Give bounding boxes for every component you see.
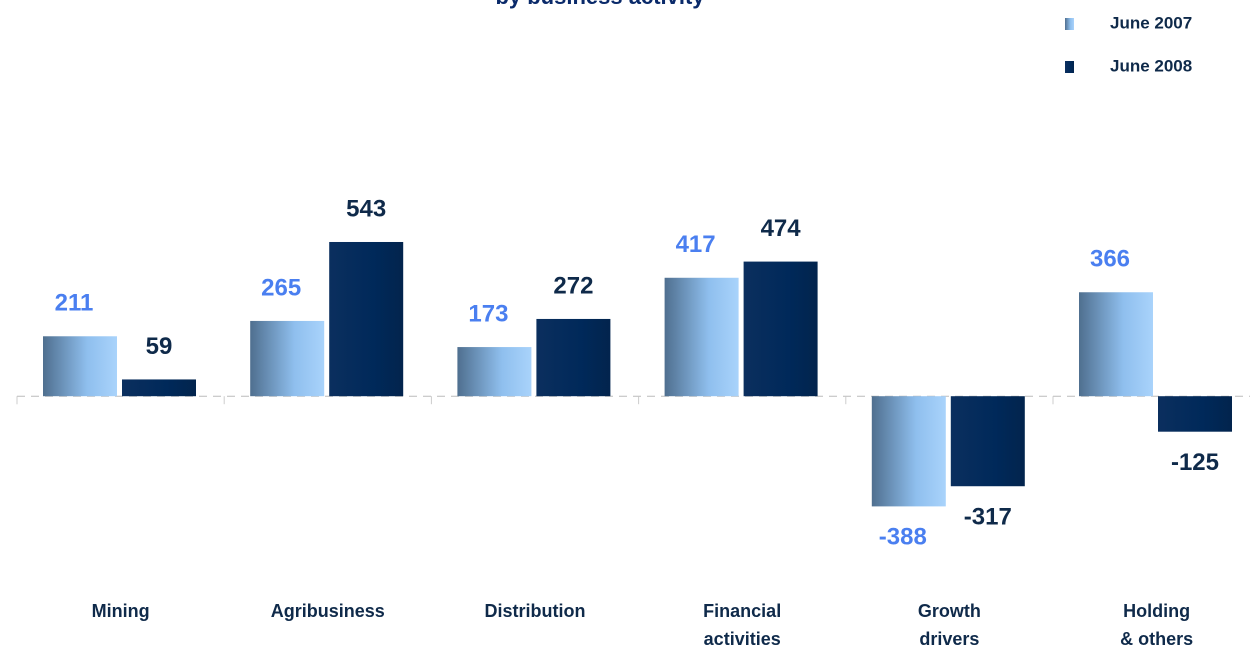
legend-label: June 2008 — [1110, 56, 1192, 75]
bar — [1079, 292, 1153, 397]
value-label: 173 — [468, 300, 508, 327]
value-label: 272 — [553, 272, 593, 299]
bar — [329, 241, 404, 397]
value-label: -125 — [1171, 449, 1219, 476]
value-label: 543 — [346, 195, 386, 222]
bar — [250, 320, 325, 397]
x-tick-label: Distribution — [485, 601, 586, 621]
value-label: 474 — [761, 215, 802, 242]
x-tick-label: Mining — [92, 601, 150, 621]
bar — [1158, 396, 1232, 432]
bar — [43, 336, 117, 397]
bar — [457, 347, 532, 397]
legend-label: June 2007 — [1110, 13, 1192, 32]
bar — [871, 396, 946, 507]
bar — [664, 277, 739, 397]
x-tick-label: Growth drivers — [918, 601, 981, 649]
x-tick-label: Holding & others — [1120, 601, 1193, 649]
bar — [122, 379, 196, 397]
legend-swatch — [1065, 61, 1074, 73]
bar — [743, 261, 818, 397]
value-label: -388 — [879, 524, 927, 551]
value-label: 417 — [676, 231, 716, 258]
x-tick-label: Agribusiness — [271, 601, 385, 621]
bar — [950, 396, 1025, 487]
value-label: 59 — [146, 333, 173, 360]
chart-title: by business activity — [495, 0, 705, 9]
bar — [536, 318, 611, 397]
value-label: -317 — [964, 504, 1012, 531]
legend-swatch — [1065, 18, 1074, 30]
x-tick-label: Financial activities — [703, 601, 781, 649]
value-label: 211 — [55, 290, 94, 317]
value-label: 265 — [261, 274, 301, 301]
value-label: 366 — [1090, 246, 1130, 273]
